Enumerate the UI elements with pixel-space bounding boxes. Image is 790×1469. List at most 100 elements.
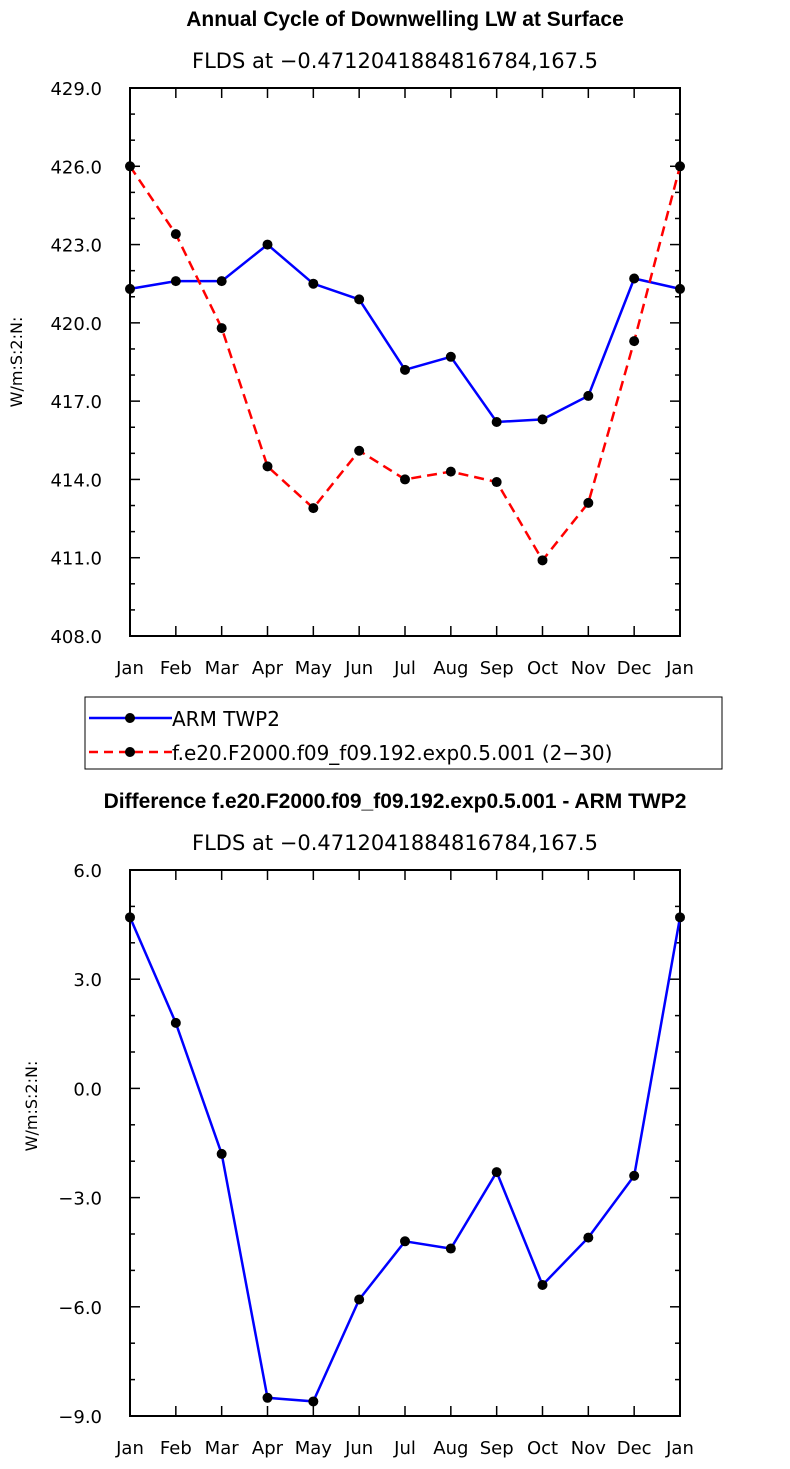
data-point [216,276,227,287]
data-point [125,161,135,172]
plot-area: 408.0 411.0 414.0 417.0 420.0 423.0 426.0 429.0… [50,79,693,679]
y-tick-label: 414.0 [50,470,102,491]
plot-area: −9.0 −6.0 −3.0 0.0 3.0 6.0 Jan Feb Mar Apr May Jun J… [58,861,694,1459]
y-tick-label: 420.0 [50,314,102,335]
x-tick-label: Jan [115,1438,144,1459]
legend-marker-model [125,747,135,757]
x-tick-label: Feb [160,1438,192,1459]
data-point [262,461,273,472]
plot-frame [129,87,681,637]
x-tick-label: Oct [527,658,558,679]
data-point [537,414,548,425]
data-point [629,273,640,284]
data-point [445,351,456,362]
data-point [308,1396,319,1407]
x-tick-label: Jul [393,1438,416,1459]
data-point [170,229,181,240]
y-axis-label: W/m:S:2:N: [7,317,26,408]
chart-title: Annual Cycle of Downwelling LW at Surfac… [186,8,624,31]
data-point [445,1243,456,1254]
plot-frame [129,869,681,1417]
data-point [170,276,181,287]
x-tick-label: Mar [205,658,240,679]
x-tick-label: Jun [344,658,373,679]
data-point [308,503,319,514]
data-point [216,1148,227,1159]
x-tick-label: Feb [160,658,192,679]
data-point [354,445,365,456]
x-tick-label: Aug [433,1438,468,1459]
y-tick-label: −6.0 [58,1298,102,1319]
data-point [308,278,319,289]
data-point [262,239,273,250]
data-point [629,336,640,347]
data-point [491,477,502,488]
data-point [675,283,685,294]
data-point [583,497,594,508]
chart-subtitle: FLDS at −0.4712041884816784,167.5 [192,831,598,855]
data-point [216,323,227,334]
x-tick-label: Nov [571,1438,606,1459]
legend-label-model: f.e20.F2000.f09_f09.192.exp0.5.001 (2−30… [172,741,612,765]
x-tick-label: Jan [665,658,694,679]
x-tick-label: Dec [617,1438,652,1459]
legend-box [84,696,723,770]
data-point [445,466,456,477]
x-tick-label: Nov [571,658,606,679]
data-point [491,417,502,428]
data-point [262,1392,273,1403]
data-point [537,555,548,566]
y-tick-label: 426.0 [50,157,102,178]
x-tick-label: Jan [115,658,144,679]
data-point [400,474,410,485]
data-point [354,1294,365,1305]
x-tick-label: Aug [433,658,468,679]
legend: ARM TWP2 f.e20.F2000.f09_f09.192.exp0.5.… [84,696,723,770]
difference-chart: Difference f.e20.F2000.f09_f09.192.exp0.… [22,790,694,1459]
data-point [125,283,135,294]
x-tick-label: Oct [527,1438,558,1459]
x-tick-label: Sep [480,658,514,679]
y-tick-label: 408.0 [50,627,102,648]
series-line [128,916,682,1403]
x-tick-label: Sep [480,1438,514,1459]
data-point [675,912,685,923]
x-tick-label: Apr [252,658,284,679]
y-tick-label: 423.0 [50,236,102,257]
y-axis-label: W/m:S:2:N: [22,1061,41,1152]
x-tick-label: May [295,658,333,679]
y-tick-label: 3.0 [73,970,102,991]
data-point [125,912,135,923]
data-point [400,1236,410,1247]
data-point [583,390,594,401]
data-point [400,364,410,375]
annual-cycle-chart: Annual Cycle of Downwelling LW at Surfac… [7,8,694,679]
x-tick-label: Mar [205,1438,240,1459]
y-tick-label: 6.0 [73,861,102,882]
y-tick-label: −3.0 [58,1189,102,1210]
data-point [491,1167,502,1178]
data-point [583,1232,594,1243]
y-tick-label: 417.0 [50,392,102,413]
x-tick-label: Apr [252,1438,284,1459]
x-tick-label: Jun [344,1438,373,1459]
data-point [170,1017,181,1028]
x-tick-label: Jan [665,1438,694,1459]
data-point [537,1279,548,1290]
data-point [629,1170,640,1181]
y-tick-label: 411.0 [50,549,102,570]
chart-title: Difference f.e20.F2000.f09_f09.192.exp0.… [104,790,687,813]
series-line [129,242,681,424]
legend-label-arm: ARM TWP2 [172,707,280,731]
y-tick-label: 0.0 [73,1079,102,1100]
x-tick-label: Jul [393,658,416,679]
data-point [354,294,365,305]
y-tick-label: 429.0 [50,79,102,100]
y-tick-label: −9.0 [58,1407,102,1428]
series-line [128,165,682,563]
x-tick-label: Dec [617,658,652,679]
x-tick-label: May [295,1438,333,1459]
chart-subtitle: FLDS at −0.4712041884816784,167.5 [192,49,598,73]
legend-marker-arm [125,713,135,723]
